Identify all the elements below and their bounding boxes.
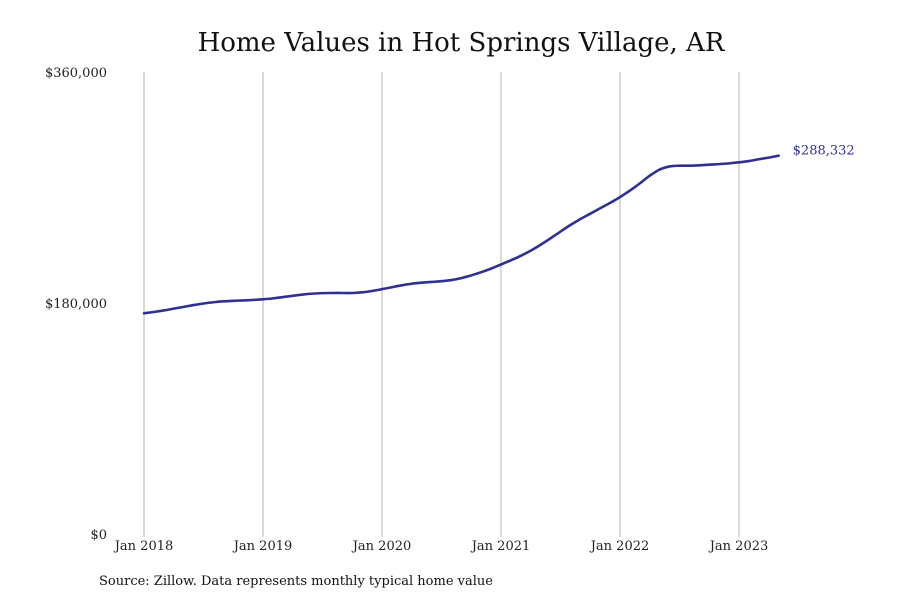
y-tick-label: $360,000: [45, 66, 107, 81]
grid-lines: [143, 72, 740, 537]
chart-title: Home Values in Hot Springs Village, AR: [198, 28, 726, 58]
x-tick-label: Jan 2020: [351, 539, 412, 554]
x-tick-label: Jan 2023: [708, 539, 769, 554]
x-axis-ticks: Jan 2018 Jan 2019 Jan 2020 Jan 2021 Jan 2022…: [113, 539, 769, 554]
x-tick-label: Jan 2019: [232, 539, 293, 554]
source-note: Source: Zillow. Data represents monthly …: [99, 574, 493, 589]
y-axis-ticks: $360,000 $180,000 $0: [45, 66, 107, 543]
end-value-label: $288,332: [793, 144, 855, 159]
x-tick-label: Jan 2022: [589, 539, 650, 554]
series-line: [142, 154, 780, 315]
x-tick-label: Jan 2018: [113, 539, 174, 554]
y-tick-label: $0: [90, 528, 107, 543]
y-tick-label: $180,000: [45, 297, 107, 312]
x-tick-label: Jan 2021: [470, 539, 531, 554]
